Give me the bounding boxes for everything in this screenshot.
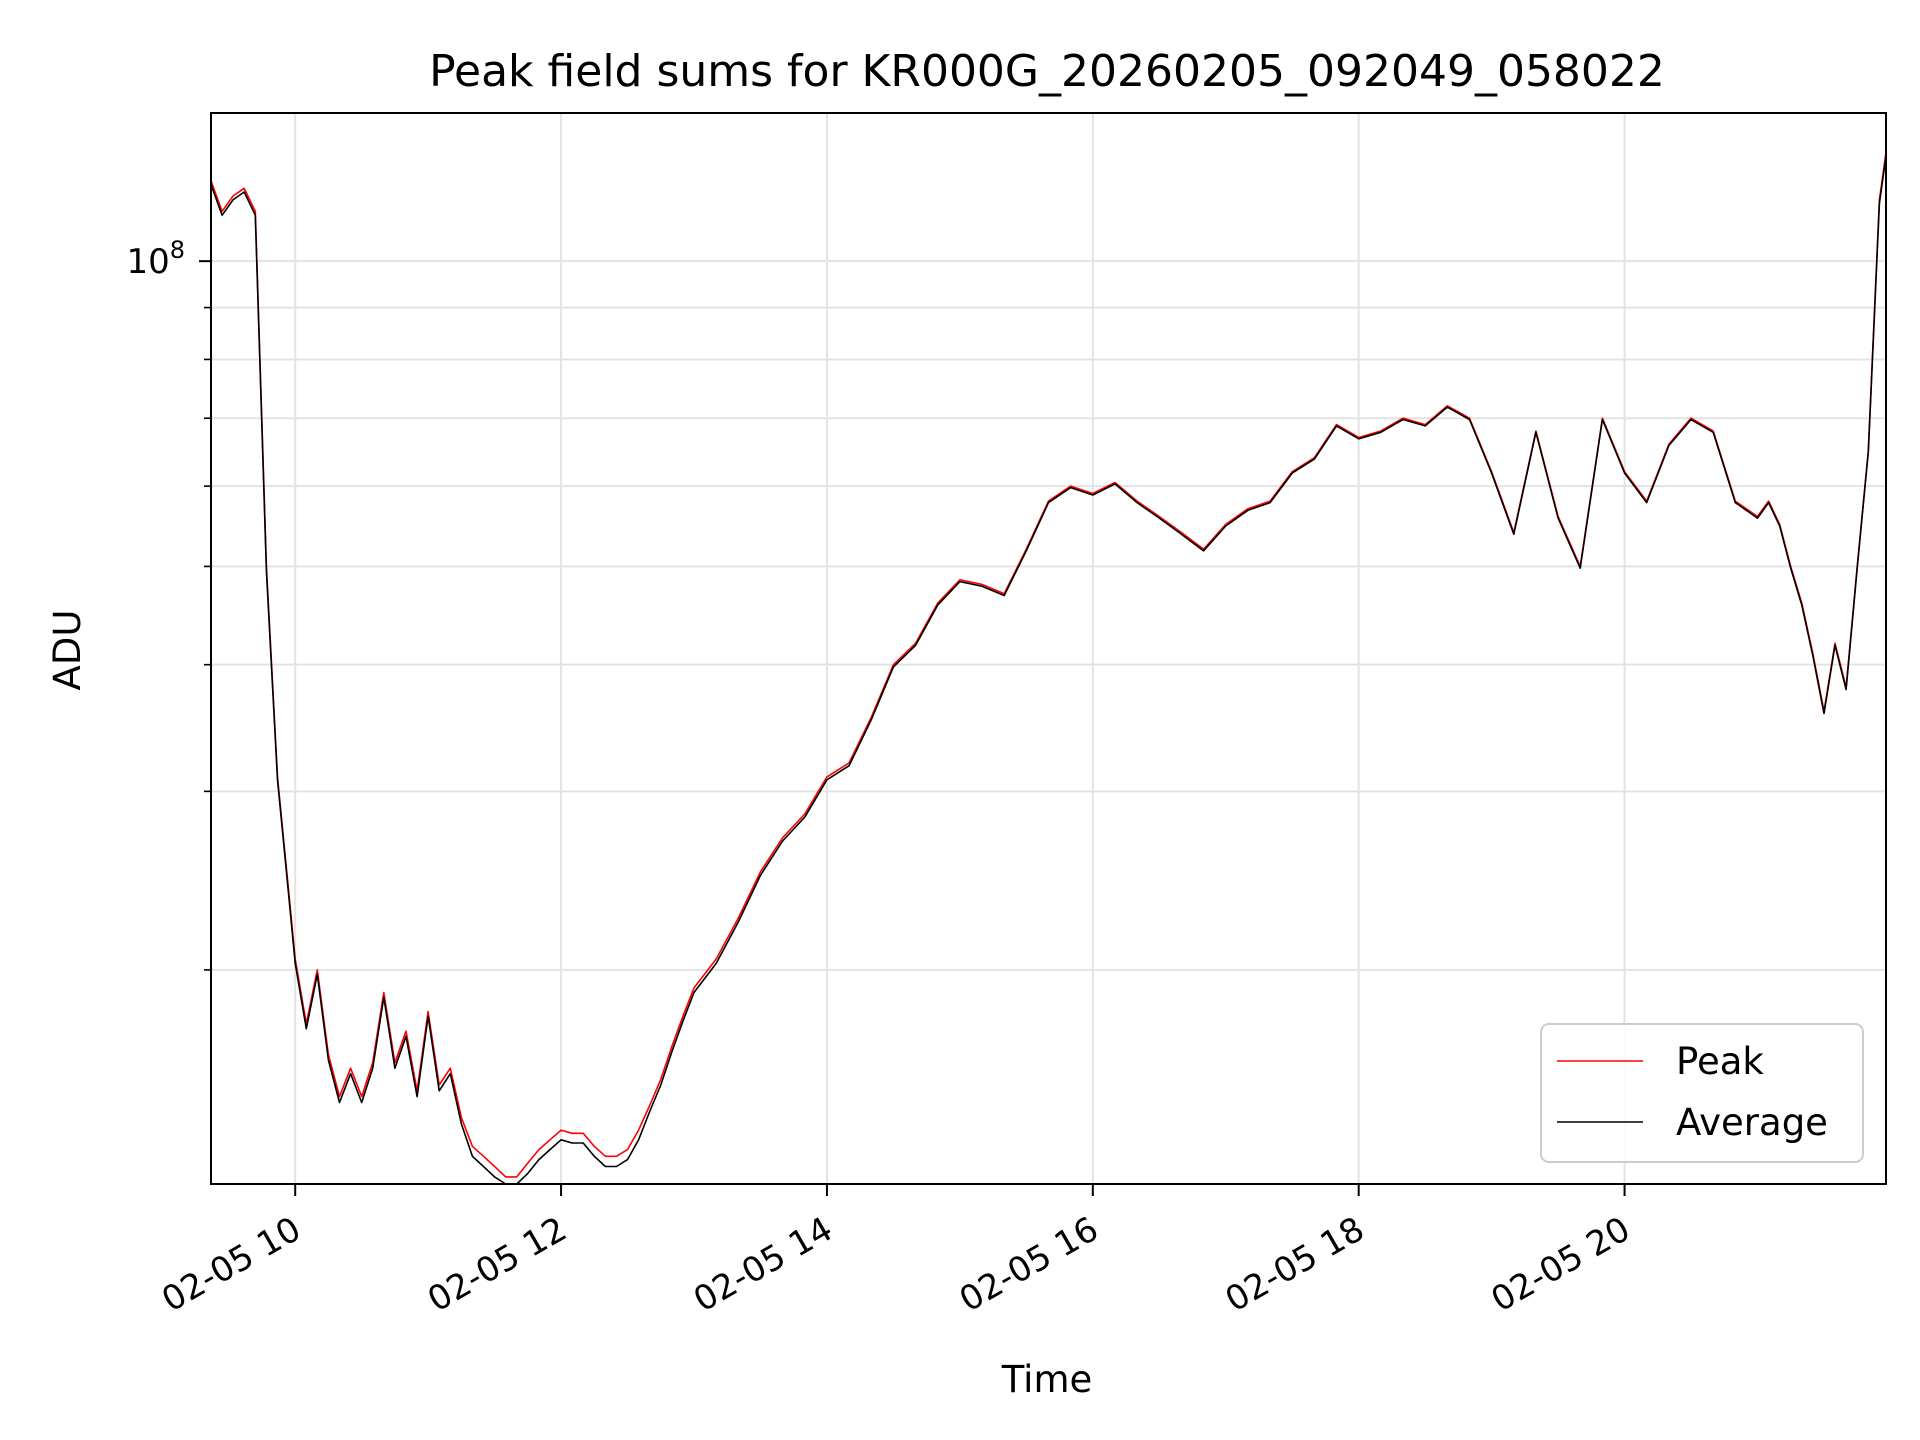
x-tick-label-4: 02-05 18 <box>1219 1209 1371 1320</box>
x-axis: 02-05 10 02-05 12 02-05 14 02-05 16 02-05 18… <box>155 1184 1637 1320</box>
y-axis-label: ADU <box>46 610 89 691</box>
x-tick-label-5: 02-05 20 <box>1485 1209 1637 1320</box>
chart-title: Peak field sums for KR000G_20260205_0920… <box>429 46 1665 97</box>
x-tick-label-3: 02-05 16 <box>953 1209 1105 1320</box>
grid <box>211 113 1886 1184</box>
x-tick-label-2: 02-05 14 <box>687 1209 839 1320</box>
y-axis: 108 <box>126 236 211 971</box>
y-tick-label-0: 108 <box>126 236 185 282</box>
legend-box <box>1540 1023 1864 1163</box>
legend-label-average: Average <box>1676 1101 1828 1144</box>
plot-frame <box>210 112 1887 1185</box>
x-axis-label: Time <box>1001 1358 1093 1401</box>
series-line-peak <box>210 152 1887 1178</box>
x-tick-label-0: 02-05 10 <box>155 1209 307 1320</box>
legend: Peak Average <box>1540 1023 1864 1163</box>
plot-area <box>210 152 1887 1185</box>
x-tick-label-1: 02-05 12 <box>421 1209 573 1320</box>
legend-label-peak: Peak <box>1676 1040 1764 1083</box>
series-line-average <box>210 155 1887 1185</box>
